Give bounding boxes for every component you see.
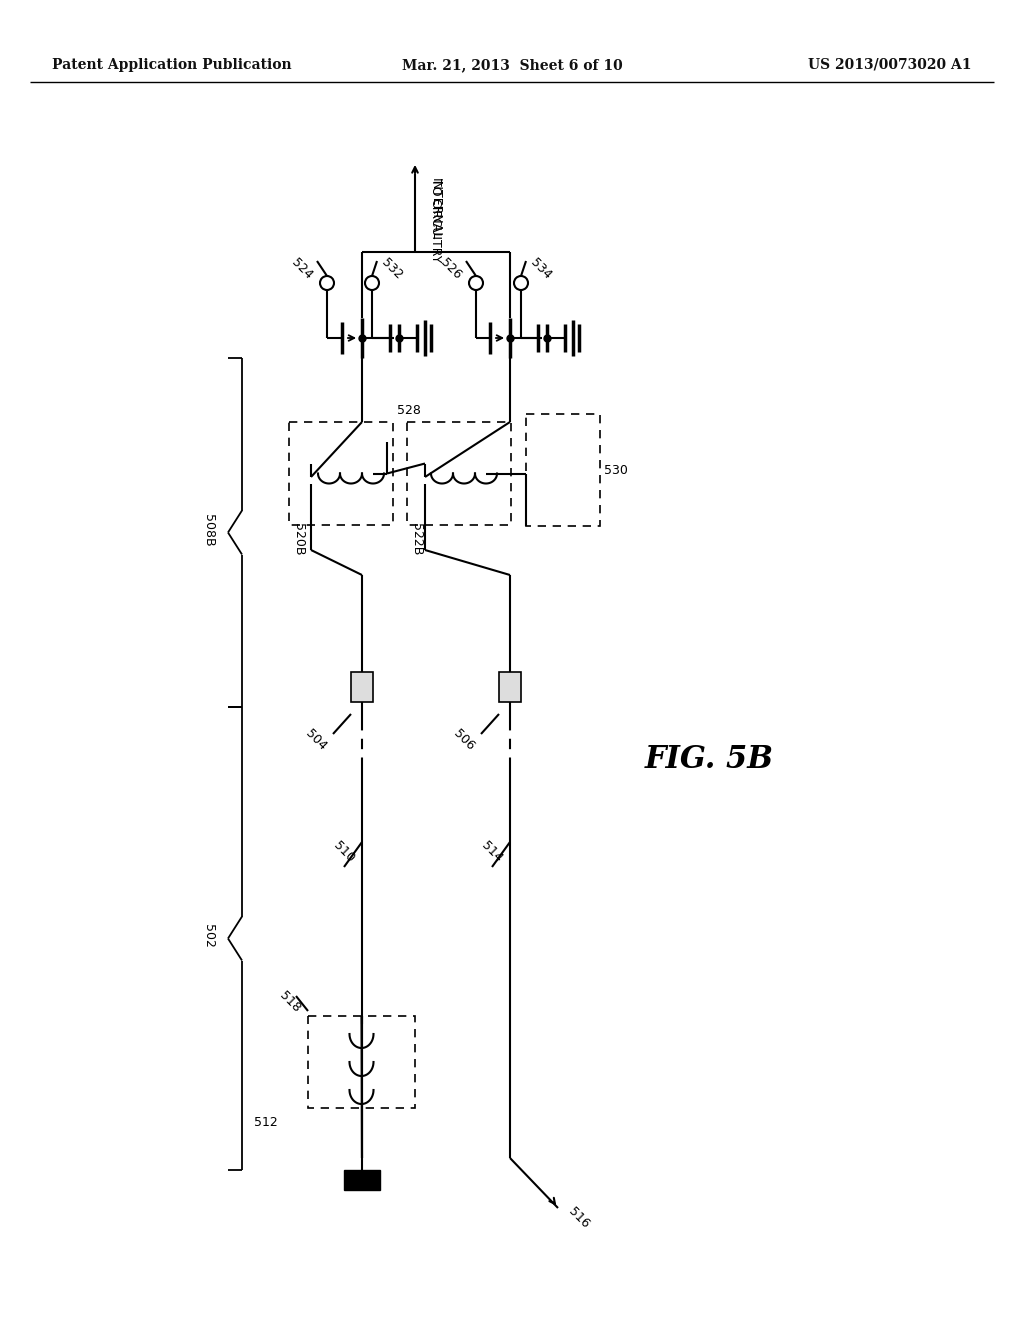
- Text: 518: 518: [276, 989, 303, 1015]
- Text: CIRCUITRY: CIRCUITRY: [428, 198, 441, 264]
- Text: US 2013/0073020 A1: US 2013/0073020 A1: [809, 58, 972, 73]
- Text: 512: 512: [254, 1117, 278, 1130]
- Text: 532: 532: [379, 256, 404, 282]
- Text: 520B: 520B: [292, 523, 305, 556]
- Bar: [526, 414, 600, 525]
- Polygon shape: [343, 1170, 380, 1191]
- Text: 502: 502: [202, 924, 215, 948]
- Text: 508B: 508B: [202, 513, 215, 546]
- Text: 528: 528: [397, 404, 421, 417]
- Bar: [308, 1016, 415, 1107]
- Text: 534: 534: [528, 256, 554, 282]
- Bar: [289, 422, 393, 525]
- Bar: [499, 672, 521, 702]
- Text: 504: 504: [303, 727, 329, 752]
- Bar: [407, 422, 511, 525]
- Text: TO: TO: [428, 178, 441, 195]
- Text: 516: 516: [566, 1205, 592, 1232]
- Bar: [351, 672, 373, 702]
- Text: 514: 514: [479, 840, 505, 865]
- Text: Patent Application Publication: Patent Application Publication: [52, 58, 292, 73]
- Text: 526: 526: [438, 256, 464, 282]
- Text: 524: 524: [289, 256, 315, 282]
- Text: 506: 506: [451, 727, 477, 752]
- Text: Mar. 21, 2013  Sheet 6 of 10: Mar. 21, 2013 Sheet 6 of 10: [401, 58, 623, 73]
- Text: INTERNAL: INTERNAL: [428, 178, 441, 240]
- Text: FIG. 5B: FIG. 5B: [645, 744, 774, 776]
- Text: 522B: 522B: [410, 523, 423, 556]
- Text: 510: 510: [331, 840, 357, 865]
- Text: 530: 530: [604, 463, 628, 477]
